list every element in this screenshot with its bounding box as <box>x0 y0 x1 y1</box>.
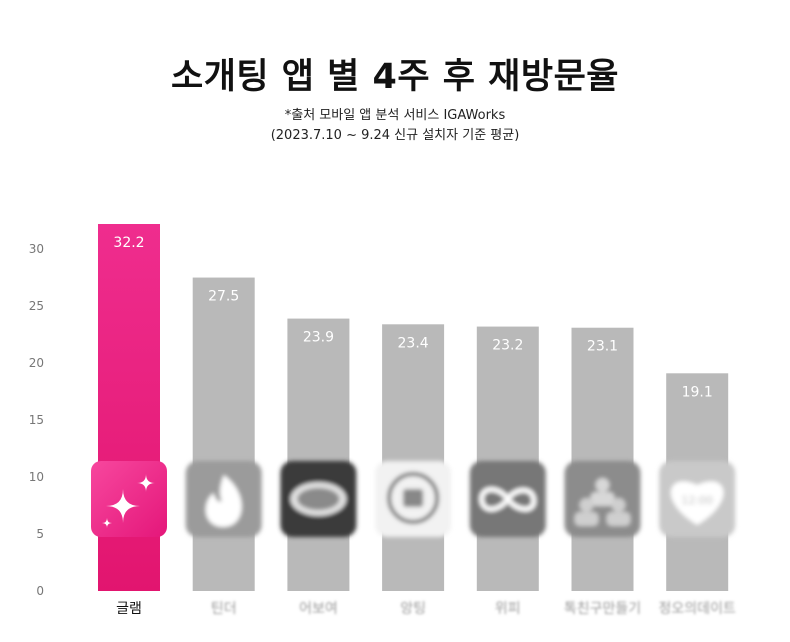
category-label-0: 글램 <box>116 601 142 617</box>
y-tick-label: 0 <box>36 584 44 598</box>
category-label-3: 앙팅 <box>400 601 426 617</box>
y-tick-label: 5 <box>36 527 44 541</box>
bar-3 <box>382 324 445 591</box>
value-label-4: 23.2 <box>492 338 523 354</box>
chart-title: 소개팅 앱 별 4주 후 재방문율 <box>171 57 619 97</box>
y-tick-label: 30 <box>29 242 44 256</box>
value-label-0: 32.2 <box>113 235 144 251</box>
value-label-5: 23.1 <box>587 339 618 355</box>
category-label-5: 톡친구만들기 <box>564 601 641 617</box>
flame-icon <box>185 461 262 537</box>
sparkle-icon <box>91 461 167 537</box>
heart-clock-icon: 12:00 <box>659 461 736 537</box>
bar-4 <box>476 326 539 591</box>
speech-bubble-icon <box>280 461 357 537</box>
y-tick-label: 10 <box>29 470 44 484</box>
category-label-6: 정오의데이트 <box>659 601 736 617</box>
chart-subtitle-period: (2023.7.10 ~ 9.24 신규 설치자 기준 평균) <box>270 128 520 143</box>
y-tick-label: 20 <box>29 356 44 370</box>
people-icon <box>564 461 641 537</box>
bar-5 <box>571 327 634 591</box>
value-label-2: 23.9 <box>303 330 334 346</box>
category-label-2: 어보여 <box>299 601 338 617</box>
category-label-4: 위피 <box>495 601 521 617</box>
infinity-icon <box>469 461 546 537</box>
category-label-1: 틴더 <box>211 601 237 617</box>
bar-1 <box>192 277 255 591</box>
icon-clock-text: 12:00 <box>681 494 713 507</box>
y-tick-label: 25 <box>29 299 44 313</box>
y-tick-label: 15 <box>29 413 44 427</box>
value-label-6: 19.1 <box>682 384 713 400</box>
chart-subtitle-source: *출처 모바일 앱 분석 서비스 IGAWorks <box>284 108 506 123</box>
bar-2 <box>287 318 350 591</box>
value-label-3: 23.4 <box>398 335 429 351</box>
value-label-1: 27.5 <box>208 289 239 305</box>
chat-bubble-icon <box>375 461 452 537</box>
